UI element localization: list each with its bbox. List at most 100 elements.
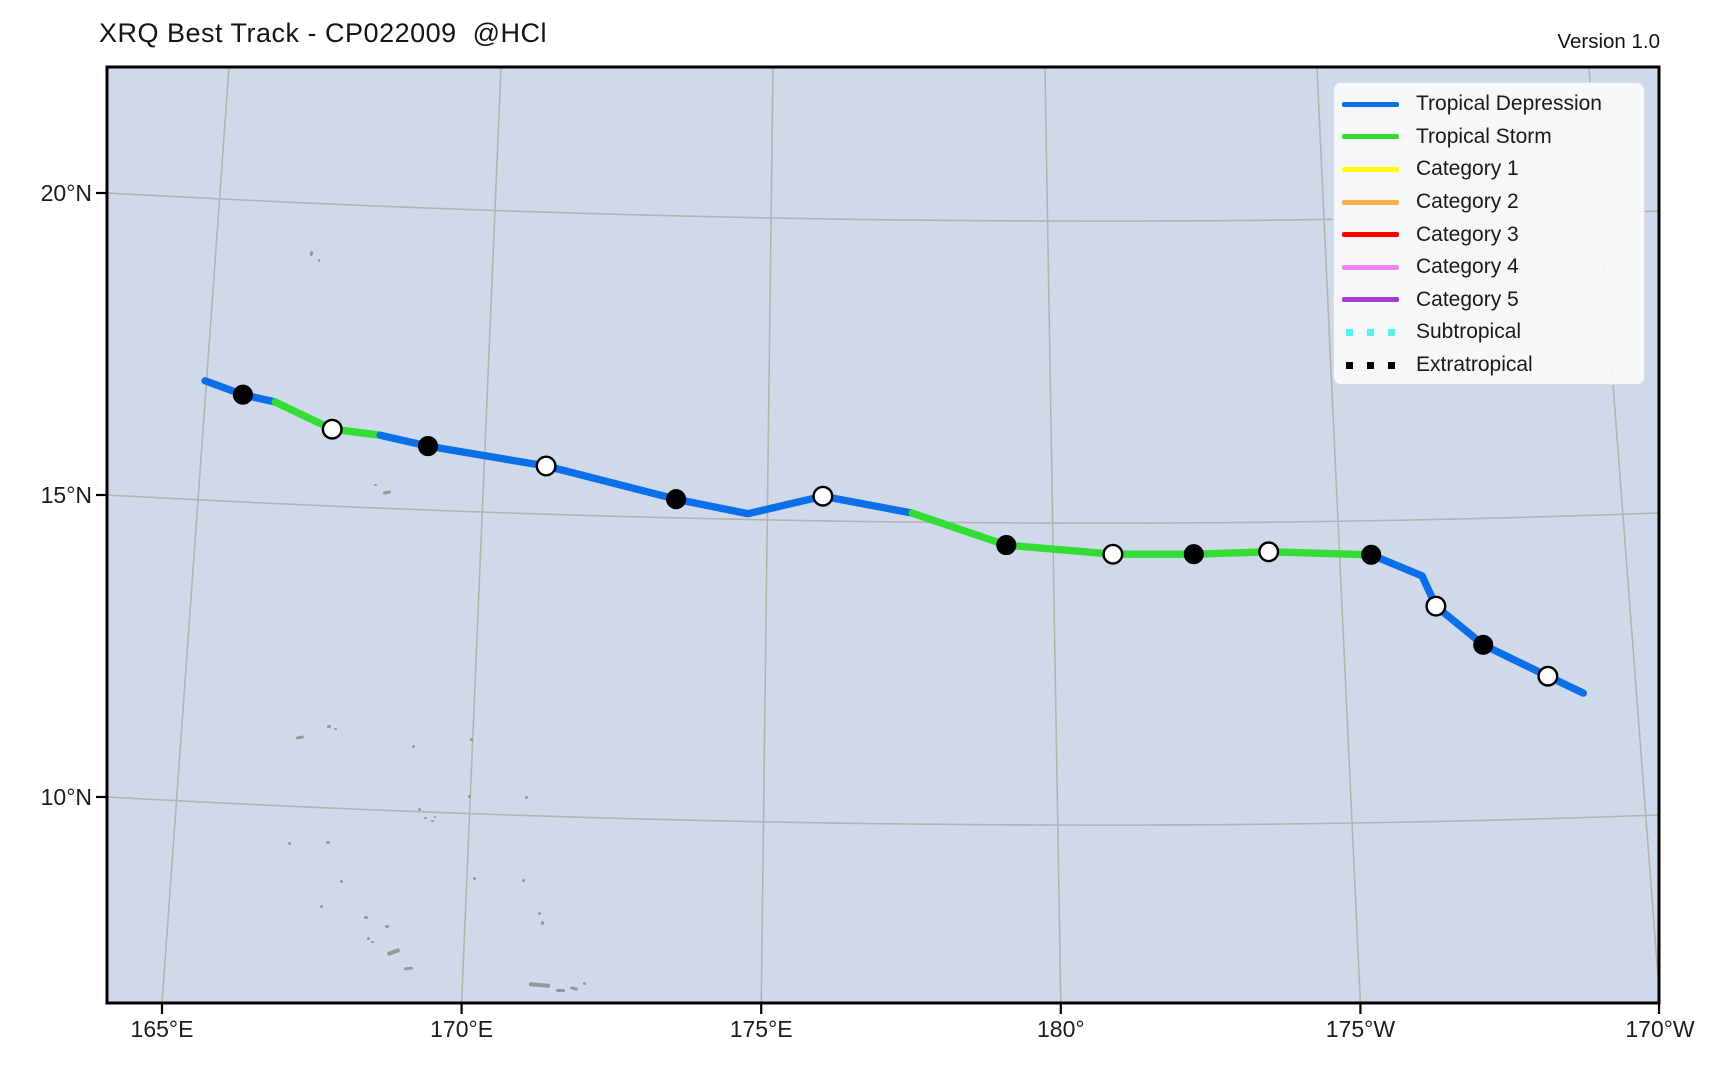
legend-dots-swatch [1342, 361, 1399, 369]
x-tick-label: 180° [1037, 1016, 1085, 1042]
legend-line-swatch [1342, 134, 1399, 140]
island [538, 912, 541, 915]
island [309, 251, 314, 256]
track-point-filled-marker [1473, 634, 1494, 655]
legend-line-swatch [1342, 101, 1399, 107]
legend-line-icon [1342, 264, 1399, 270]
island [525, 796, 528, 799]
legend-line-swatch [1342, 199, 1399, 205]
legend-dot [1367, 328, 1374, 336]
legend-line-swatch [1342, 264, 1399, 270]
legend-item: Subtropical [1342, 316, 1644, 349]
track-point-filled-marker [666, 489, 687, 510]
island [434, 816, 436, 818]
gridline-parallel [107, 796, 1659, 826]
island [473, 877, 476, 880]
legend-dot [1346, 328, 1353, 336]
legend-item-label: Subtropical [1416, 320, 1522, 344]
legend-item: Category 5 [1342, 284, 1644, 317]
island [570, 986, 578, 991]
legend-dotted-line-icon [1342, 361, 1399, 369]
island [418, 808, 421, 811]
island [583, 982, 586, 985]
island [387, 948, 400, 956]
island [385, 925, 389, 928]
track-point-filled-marker [1361, 544, 1382, 565]
legend-item: Tropical Storm [1342, 121, 1644, 154]
legend-dot [1388, 361, 1395, 369]
island [296, 735, 304, 740]
legend-line-icon [1342, 297, 1399, 303]
legend-dots-swatch [1342, 328, 1399, 336]
legend-item: Category 3 [1342, 218, 1644, 251]
legend-line-icon [1342, 199, 1399, 205]
gridline-meridian [1316, 67, 1362, 1003]
legend-line-icon [1342, 232, 1399, 238]
island [318, 259, 320, 262]
legend-line-swatch [1342, 232, 1399, 238]
map-layers [107, 67, 1659, 1003]
island [470, 738, 473, 741]
island [383, 490, 391, 495]
legend-line-icon [1342, 134, 1399, 140]
y-tick-label: 15°N [40, 482, 92, 508]
gridline-meridian [161, 67, 230, 1003]
legend-line-icon [1342, 166, 1399, 172]
island [522, 879, 525, 882]
island [468, 795, 471, 798]
island [371, 941, 374, 943]
track-point-filled-marker [232, 384, 253, 405]
legend-line-icon [1342, 101, 1399, 107]
island [364, 916, 368, 919]
island [367, 937, 370, 940]
legend-item-label: Category 4 [1416, 255, 1519, 279]
legend-item-label: Extratropical [1416, 353, 1533, 377]
plot-border [105, 65, 1661, 1005]
track-point-open-marker [1258, 541, 1280, 563]
track-point-open-marker [1425, 595, 1447, 617]
x-tick-label: 170°W [1625, 1016, 1695, 1042]
track-point-filled-marker [1183, 544, 1204, 565]
x-tick-label: 175°E [729, 1016, 793, 1042]
x-tick-label: 175°W [1325, 1016, 1396, 1042]
track-point-filled-marker [996, 535, 1017, 556]
legend-item: Extratropical [1342, 349, 1644, 382]
track-point-open-marker [812, 485, 834, 507]
gridline-parallel [107, 494, 1659, 524]
y-tick-label: 20°N [40, 180, 92, 206]
island [334, 728, 337, 730]
legend-item-label: Category 5 [1416, 287, 1519, 311]
legend-item-label: Tropical Storm [1416, 124, 1552, 148]
y-tick-label: 10°N [40, 784, 92, 810]
gridline-meridian [760, 67, 774, 1003]
island [424, 817, 427, 819]
version-label: Version 1.0 [1557, 30, 1660, 53]
legend-item-label: Category 1 [1416, 157, 1519, 181]
island [404, 966, 413, 971]
x-tick-label: 165°E [130, 1016, 194, 1042]
island [327, 725, 331, 728]
legend-line-swatch [1342, 166, 1399, 172]
legend-item-label: Category 2 [1416, 190, 1519, 214]
legend-item-label: Category 3 [1416, 222, 1519, 246]
legend-item: Tropical Depression [1342, 88, 1644, 121]
track-segment-tropical-storm [908, 509, 1375, 559]
legend-dot [1388, 328, 1395, 336]
legend-dot [1367, 361, 1374, 369]
island [541, 921, 544, 925]
island [556, 989, 565, 992]
gridline-meridian [1044, 67, 1062, 1003]
legend-item: Category 4 [1342, 251, 1644, 284]
island [320, 905, 323, 908]
island [528, 982, 551, 988]
legend-item: Category 1 [1342, 153, 1644, 186]
island [288, 842, 291, 845]
island [326, 841, 330, 844]
legend-dot [1346, 361, 1353, 369]
island [431, 820, 434, 822]
legend: Tropical Depression Tropical Storm Categor… [1333, 82, 1645, 385]
gridline-meridian [460, 67, 502, 1003]
track-point-filled-marker [417, 436, 439, 457]
track-point-open-marker [1537, 665, 1559, 687]
legend-dotted-line-icon [1342, 328, 1399, 336]
